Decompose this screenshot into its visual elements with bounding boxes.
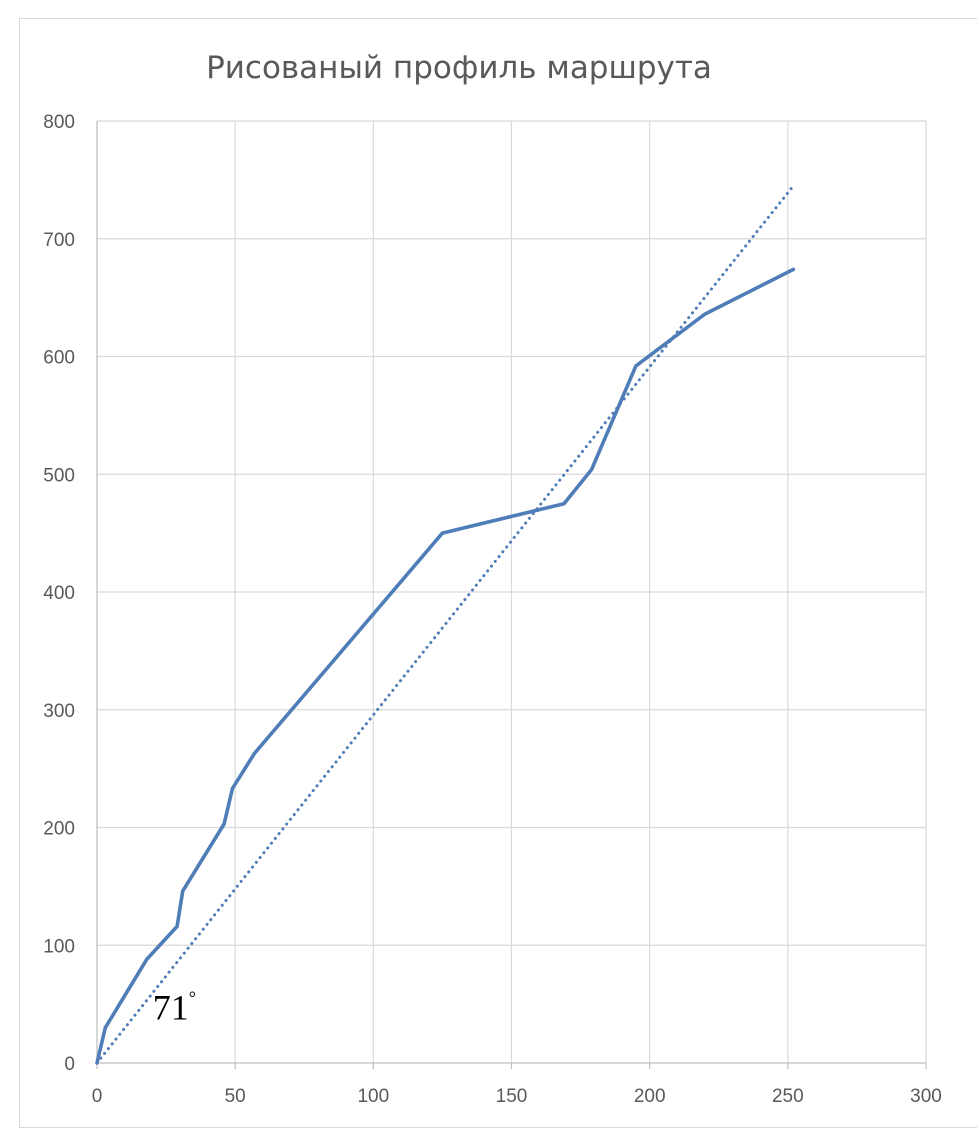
axes (96, 121, 927, 1069)
profile-series-line (95, 267, 796, 1065)
angle-annotation-value: 71 (153, 987, 189, 1027)
x-tick-label: 0 (92, 1086, 103, 1107)
series-layer (95, 184, 796, 1065)
gridlines (97, 120, 927, 1063)
y-tick-label: 0 (64, 1054, 75, 1075)
chart-title: Рисованый профиль маршрута (206, 50, 712, 86)
y-tick-label: 600 (43, 348, 75, 369)
chart-frame (19, 18, 977, 1128)
y-tick-label: 500 (43, 465, 75, 486)
x-tick-label: 300 (910, 1086, 942, 1107)
tick-labels: 0 100 200 300 400 500 600 700 800 0 50 100 150 200 250… (43, 112, 942, 1107)
y-tick-label: 400 (43, 583, 75, 604)
x-tick-label: 250 (772, 1086, 804, 1107)
angle-annotation: 71° (153, 987, 196, 1027)
y-tick-label: 300 (43, 701, 75, 722)
annotation-layer: 71° (153, 987, 196, 1027)
y-tick-label: 100 (43, 936, 75, 957)
x-tick-label: 200 (634, 1086, 666, 1107)
y-tick-label: 700 (43, 230, 75, 251)
degree-symbol: ° (189, 987, 196, 1007)
x-tick-label: 100 (357, 1086, 389, 1107)
x-tick-label: 150 (496, 1086, 528, 1107)
y-tick-label: 800 (43, 112, 75, 133)
x-tick-label: 50 (225, 1086, 246, 1107)
trendline-series (95, 184, 795, 1065)
y-tick-label: 200 (43, 819, 75, 840)
